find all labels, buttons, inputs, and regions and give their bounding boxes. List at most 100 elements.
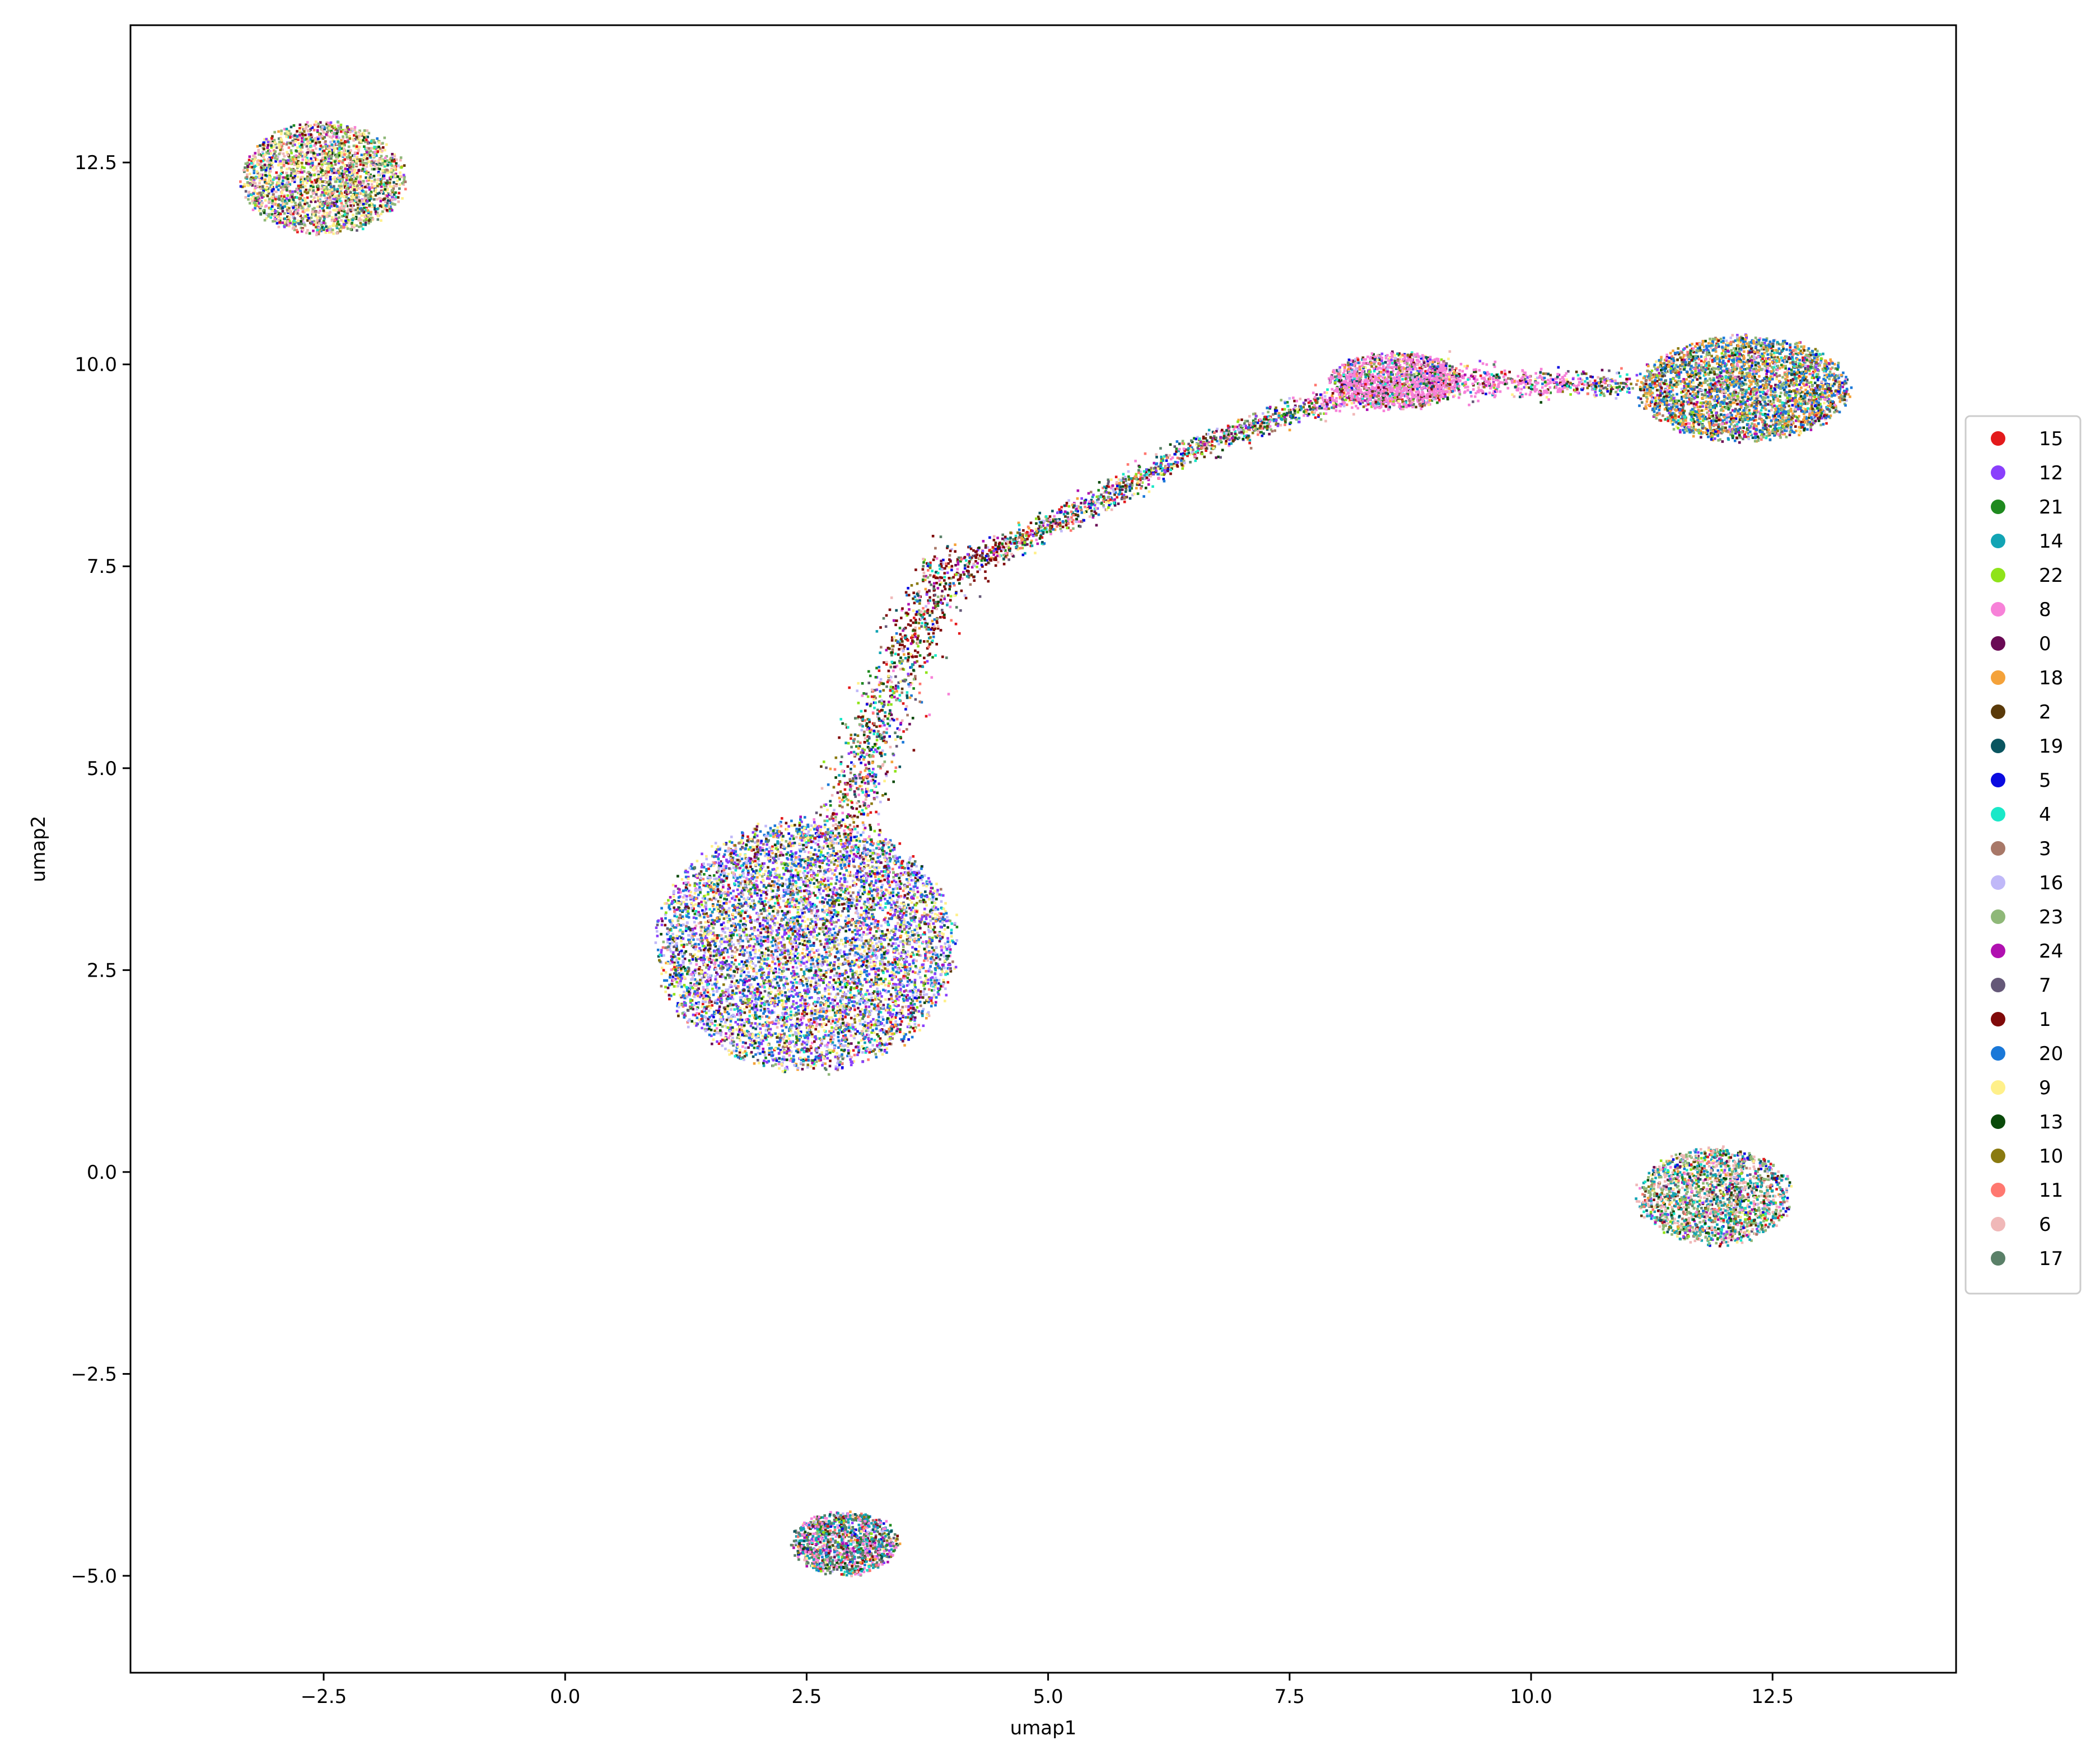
scatter-point (813, 941, 815, 945)
scatter-point (895, 1011, 898, 1015)
scatter-point (949, 951, 951, 954)
scatter-point (888, 1030, 891, 1033)
scatter-point (927, 928, 930, 931)
scatter-point (730, 1004, 733, 1006)
scatter-point (877, 983, 880, 987)
scatter-point (712, 894, 716, 898)
scatter-point (825, 862, 829, 866)
scatter-point (876, 925, 879, 927)
scatter-point (869, 897, 872, 900)
scatter-point (835, 1025, 838, 1028)
scatter-point (820, 943, 823, 946)
scatter-point (813, 828, 816, 830)
scatter-point (908, 898, 912, 901)
scatter-point (863, 950, 866, 953)
scatter-point (740, 1025, 743, 1028)
scatter-point (889, 839, 892, 842)
scatter-point (931, 956, 934, 959)
scatter-point (858, 844, 861, 847)
scatter-point (721, 930, 725, 932)
scatter-point (850, 1016, 853, 1020)
scatter-point (809, 881, 812, 884)
scatter-point (730, 945, 732, 948)
scatter-point (803, 874, 806, 878)
scatter-point (727, 907, 731, 910)
scatter-point (737, 981, 740, 984)
scatter-point (865, 923, 868, 926)
scatter-point (755, 888, 758, 891)
scatter-point (712, 861, 715, 864)
scatter-point (903, 920, 906, 922)
scatter-point (800, 968, 803, 971)
scatter-point (711, 911, 714, 913)
scatter-point (772, 978, 774, 982)
scatter-point (789, 870, 792, 873)
scatter-point (919, 876, 922, 879)
scatter-point (855, 907, 858, 909)
scatter-point (701, 1026, 703, 1030)
scatter-point (830, 883, 833, 885)
scatter-point (718, 956, 721, 959)
scatter-point (764, 936, 767, 939)
scatter-point (720, 923, 724, 926)
scatter-point (717, 878, 721, 881)
scatter-point (872, 848, 875, 852)
scatter-point (677, 1014, 680, 1018)
scatter-point (883, 1043, 886, 1046)
scatter-point (848, 907, 851, 910)
scatter-point (894, 916, 897, 919)
scatter-point (824, 942, 827, 945)
scatter-point (753, 892, 757, 895)
scatter-point (720, 1016, 722, 1019)
scatter-point (777, 984, 780, 987)
scatter-point (781, 1029, 784, 1032)
scatter-point (950, 931, 953, 935)
scatter-point (857, 915, 860, 918)
scatter-point (763, 1003, 766, 1006)
scatter-point (797, 937, 800, 941)
scatter-point (786, 1067, 789, 1071)
scatter-point (762, 879, 764, 881)
scatter-point (853, 1037, 856, 1039)
scatter-point (808, 976, 810, 979)
scatter-point (837, 958, 840, 962)
scatter-point (703, 897, 706, 900)
scatter-point (699, 930, 703, 932)
scatter-point (709, 951, 712, 955)
scatter-point (705, 966, 708, 969)
scatter-point (954, 922, 956, 925)
scatter-point (726, 950, 729, 954)
scatter-point (748, 983, 752, 987)
scatter-point (833, 1027, 836, 1030)
scatter-point (661, 946, 665, 949)
scatter-point (756, 842, 759, 845)
scatter-point (704, 921, 707, 924)
scatter-point (816, 909, 819, 913)
scatter-point (883, 963, 886, 966)
scatter-point (777, 946, 780, 950)
scatter-point (848, 1010, 852, 1012)
scatter-point (762, 940, 765, 943)
scatter-point (870, 993, 873, 996)
scatter-point (906, 950, 909, 953)
scatter-point (855, 959, 858, 962)
scatter-point (780, 851, 782, 854)
scatter-point (909, 875, 912, 878)
scatter-point (738, 953, 741, 956)
scatter-point (696, 860, 699, 862)
scatter-point (922, 963, 925, 966)
scatter-point (794, 1031, 797, 1034)
scatter-point (877, 978, 880, 981)
scatter-point (678, 957, 680, 960)
scatter-point (879, 907, 881, 909)
scatter-point (762, 983, 766, 986)
scatter-point (825, 951, 828, 954)
scatter-point (933, 890, 936, 893)
scatter-point (731, 913, 735, 916)
scatter-point (810, 878, 813, 881)
scatter-point (863, 889, 866, 892)
scatter-point (887, 875, 890, 878)
scatter-point (836, 1068, 839, 1071)
scatter-point (755, 1006, 758, 1010)
scatter-point (764, 886, 768, 889)
